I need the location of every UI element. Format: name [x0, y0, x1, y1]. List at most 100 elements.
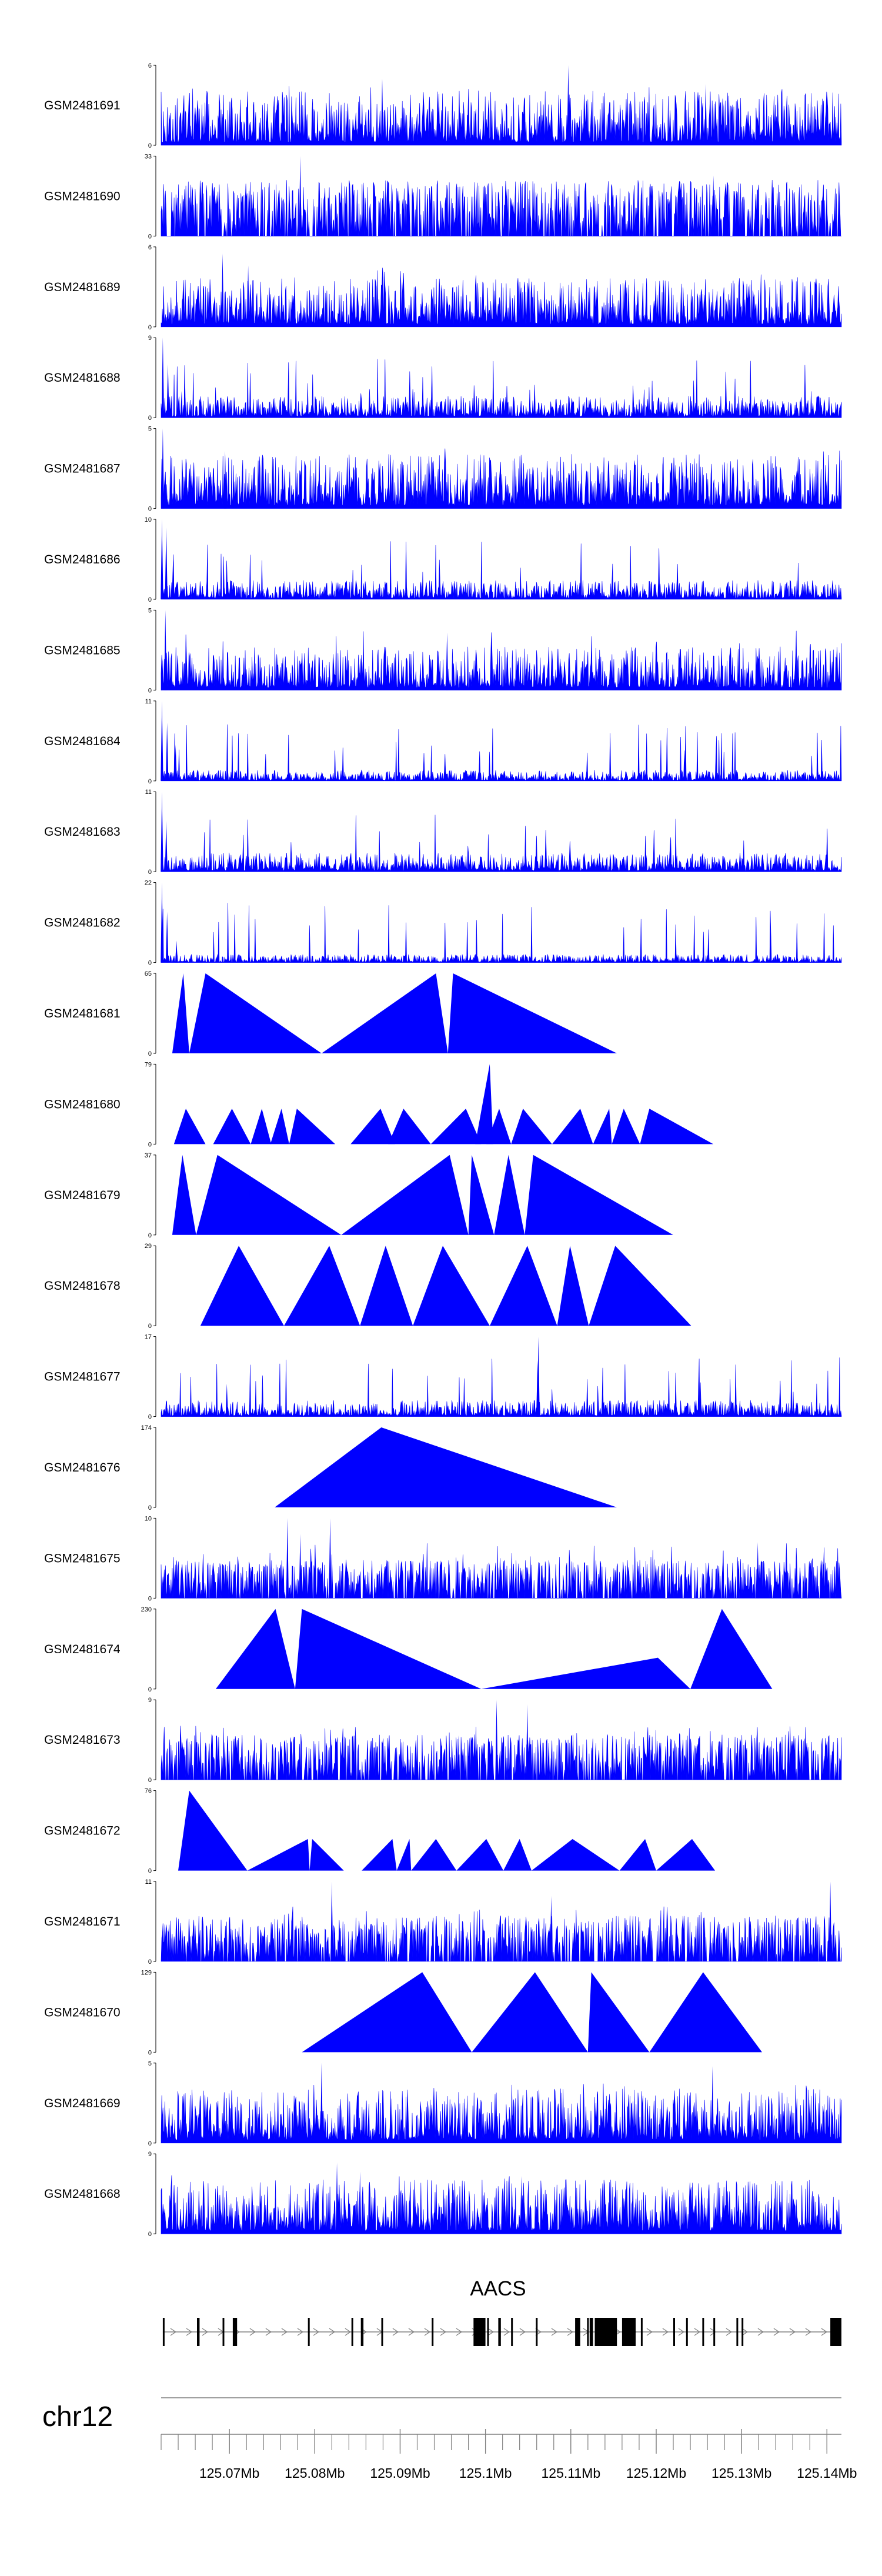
exon-block [640, 2318, 643, 2346]
track-GSM2481669: GSM2481669 5 0 [44, 2060, 842, 2147]
track-GSM2481678: GSM2481678 29 0 [44, 1243, 691, 1330]
y-max-label: 65 [145, 970, 152, 977]
exon-block [197, 2318, 200, 2346]
x-tick-label: 125.12Mb [626, 2465, 686, 2481]
exon-block [432, 2318, 434, 2346]
coverage-peak [165, 527, 168, 599]
coverage-triangle [413, 1246, 490, 1326]
coverage-peak [165, 820, 168, 872]
coverage-peak [329, 1518, 332, 1599]
y-min-label: 0 [148, 1595, 152, 1602]
coverage-triangle [656, 1838, 716, 1871]
track-GSM2481689: GSM2481689 6 0 [44, 244, 842, 331]
track-GSM2481690: GSM2481690 33 0 [44, 153, 841, 240]
strand-chevron-icon [567, 2328, 574, 2336]
coverage-triangle [172, 1154, 196, 1235]
track-label: GSM2481688 [44, 371, 121, 385]
track-GSM2481684: GSM2481684 11 0 [44, 698, 842, 785]
coverage-peak [161, 338, 165, 418]
strand-chevron-icon [202, 2328, 209, 2336]
track-label: GSM2481670 [44, 2006, 121, 2019]
coverage-triangle [489, 1246, 557, 1326]
track-label: GSM2481684 [44, 735, 121, 748]
coverage-area [161, 1906, 842, 1962]
coverage-peak [446, 632, 449, 690]
track-label: GSM2481668 [44, 2187, 121, 2201]
coverage-triangle [250, 1109, 272, 1144]
strand-chevron-icon [265, 2328, 272, 2336]
coverage-triangle [589, 1246, 691, 1326]
gene-model-track: AACS [162, 2277, 841, 2346]
chromosome-label: chr12 [42, 2401, 113, 2432]
coverage-triangle [173, 1109, 206, 1144]
coverage-peak [174, 745, 177, 781]
coverage-triangle [189, 973, 322, 1053]
y-max-label: 22 [145, 880, 152, 887]
coverage-triangle [275, 1427, 617, 1507]
y-min-label: 0 [148, 869, 152, 876]
strand-chevron-icon [805, 2328, 812, 2336]
track-GSM2481676: GSM2481676 174 0 [44, 1424, 617, 1511]
coverage-peak [828, 1881, 832, 1961]
coverage-triangle [612, 1109, 640, 1144]
coverage-peak [161, 700, 163, 781]
y-min-label: 0 [148, 2140, 152, 2147]
coverage-peak [517, 182, 520, 236]
coverage-peak [495, 1700, 498, 1780]
coverage-triangle [649, 1972, 762, 2053]
coverage-peak [164, 610, 167, 690]
coverage-area [161, 815, 842, 872]
x-tick-label: 125.11Mb [542, 2465, 601, 2481]
y-max-label: 6 [148, 244, 152, 251]
strand-chevron-icon [392, 2328, 399, 2336]
coverage-peak [221, 253, 224, 327]
coverage-triangle [289, 1109, 336, 1144]
track-GSM2481685: GSM2481685 5 0 [44, 607, 842, 694]
coverage-triangle [172, 973, 189, 1053]
y-min-label: 0 [148, 2049, 152, 2056]
y-min-label: 0 [148, 1414, 152, 1421]
exon-block [351, 2318, 353, 2346]
track-GSM2481687: GSM2481687 5 0 [44, 426, 842, 513]
coverage-triangle [200, 1246, 284, 1326]
coverage-triangle [552, 1109, 593, 1144]
y-max-label: 6 [148, 62, 152, 69]
coverage-peak [711, 2066, 714, 2143]
exon-block [511, 2318, 513, 2346]
coverage-triangle [213, 1109, 251, 1144]
y-min-label: 0 [148, 778, 152, 785]
y-min-label: 0 [148, 1777, 152, 1784]
strand-chevron-icon [487, 2328, 495, 2336]
y-max-label: 10 [145, 1515, 152, 1522]
track-GSM2481672: GSM2481672 76 0 [44, 1788, 716, 1875]
y-min-label: 0 [148, 2231, 152, 2238]
exon-block [713, 2318, 716, 2346]
track-label: GSM2481676 [44, 1461, 121, 1474]
track-GSM2481686: GSM2481686 10 0 [44, 516, 842, 603]
track-label: GSM2481672 [44, 1824, 121, 1838]
coverage-peak [550, 1896, 553, 1961]
coverage-area [161, 2175, 842, 2234]
track-label: GSM2481674 [44, 1643, 121, 1656]
track-GSM2481671: GSM2481671 11 0 [44, 1878, 842, 1966]
coverage-triangle [619, 1838, 656, 1871]
track-label: GSM2481677 [44, 1370, 121, 1384]
track-GSM2481677: GSM2481677 17 0 [44, 1334, 842, 1421]
y-min-label: 0 [148, 596, 152, 603]
coverage-area [161, 541, 842, 600]
y-max-label: 11 [145, 789, 152, 796]
track-label: GSM2481675 [44, 1551, 121, 1565]
exon-block [487, 2318, 489, 2346]
y-max-label: 33 [145, 153, 152, 160]
coverage-triangle [388, 1109, 431, 1144]
track-label: GSM2481687 [44, 462, 121, 476]
strand-chevron-icon [503, 2328, 510, 2336]
strand-chevron-icon [186, 2328, 193, 2336]
y-min-label: 0 [148, 506, 152, 513]
y-max-label: 9 [148, 2151, 152, 2158]
x-tick-label: 125.14Mb [797, 2465, 857, 2481]
coverage-triangle [486, 1109, 512, 1144]
coverage-triangle [247, 1838, 310, 1871]
exon-block [673, 2318, 675, 2346]
